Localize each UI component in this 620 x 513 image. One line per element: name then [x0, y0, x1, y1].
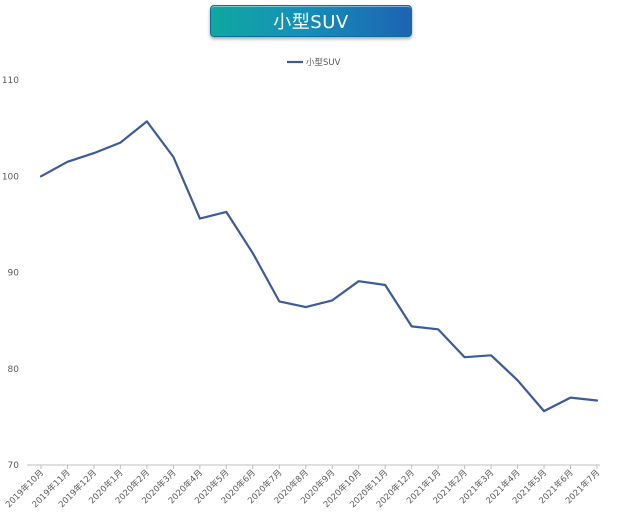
legend-label: 小型SUV	[306, 57, 341, 68]
y-tick-label: 80	[8, 365, 20, 375]
y-tick-label: 70	[8, 461, 20, 471]
chart-title-banner: 小型SUV	[210, 5, 412, 37]
y-tick-label: 110	[2, 76, 19, 86]
y-tick-label: 100	[2, 172, 19, 182]
series-line	[39, 120, 599, 413]
legend: 小型SUV	[287, 57, 341, 68]
y-tick-label: 90	[8, 269, 20, 279]
